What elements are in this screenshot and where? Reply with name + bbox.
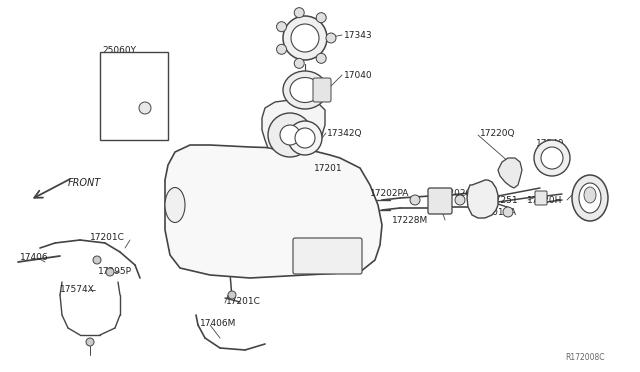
Text: FRONT: FRONT xyxy=(68,178,101,188)
Circle shape xyxy=(316,13,326,23)
Circle shape xyxy=(276,44,287,54)
FancyBboxPatch shape xyxy=(313,78,331,102)
Circle shape xyxy=(93,256,101,264)
Text: 17201C: 17201C xyxy=(90,232,125,241)
Text: 17343: 17343 xyxy=(344,31,372,39)
Ellipse shape xyxy=(165,187,185,222)
Circle shape xyxy=(268,113,312,157)
Circle shape xyxy=(316,53,326,63)
Text: 17406M: 17406M xyxy=(200,318,236,327)
Text: 25060Y: 25060Y xyxy=(102,45,136,55)
Polygon shape xyxy=(467,180,498,218)
Text: 17295P: 17295P xyxy=(98,266,132,276)
Text: 17220Q: 17220Q xyxy=(480,128,515,138)
Circle shape xyxy=(455,195,465,205)
Circle shape xyxy=(294,58,304,68)
Text: 17251: 17251 xyxy=(490,196,518,205)
Circle shape xyxy=(86,338,94,346)
Polygon shape xyxy=(262,100,325,150)
Text: 17040: 17040 xyxy=(344,71,372,80)
Circle shape xyxy=(139,102,151,114)
Text: 17240: 17240 xyxy=(536,138,564,148)
Circle shape xyxy=(503,207,513,217)
Text: 17202G: 17202G xyxy=(438,189,474,198)
FancyBboxPatch shape xyxy=(428,188,452,214)
Circle shape xyxy=(280,125,300,145)
Text: 17201CA: 17201CA xyxy=(476,208,517,217)
Circle shape xyxy=(291,24,319,52)
Text: 17574X: 17574X xyxy=(60,285,95,294)
Text: 17201: 17201 xyxy=(314,164,342,173)
Circle shape xyxy=(228,291,236,299)
FancyBboxPatch shape xyxy=(293,238,362,274)
Text: 17228M: 17228M xyxy=(392,215,428,224)
Text: R172008C: R172008C xyxy=(565,353,605,362)
Circle shape xyxy=(295,128,315,148)
FancyBboxPatch shape xyxy=(535,191,547,205)
Circle shape xyxy=(288,121,322,155)
Circle shape xyxy=(283,16,327,60)
Ellipse shape xyxy=(283,71,327,109)
Circle shape xyxy=(410,195,420,205)
Circle shape xyxy=(534,140,570,176)
Circle shape xyxy=(326,33,336,43)
Circle shape xyxy=(276,22,287,32)
Text: 17020H: 17020H xyxy=(527,196,563,205)
Circle shape xyxy=(106,268,114,276)
Polygon shape xyxy=(165,145,382,278)
Text: 17201C: 17201C xyxy=(226,298,261,307)
Text: 17406: 17406 xyxy=(20,253,49,262)
Circle shape xyxy=(294,8,304,17)
Text: 17342Q: 17342Q xyxy=(327,128,362,138)
Ellipse shape xyxy=(290,77,320,103)
Text: 17202PA: 17202PA xyxy=(370,189,410,198)
Ellipse shape xyxy=(579,183,601,213)
Polygon shape xyxy=(498,158,522,188)
Circle shape xyxy=(541,147,563,169)
Bar xyxy=(100,52,168,140)
Ellipse shape xyxy=(572,175,608,221)
Ellipse shape xyxy=(584,187,596,203)
